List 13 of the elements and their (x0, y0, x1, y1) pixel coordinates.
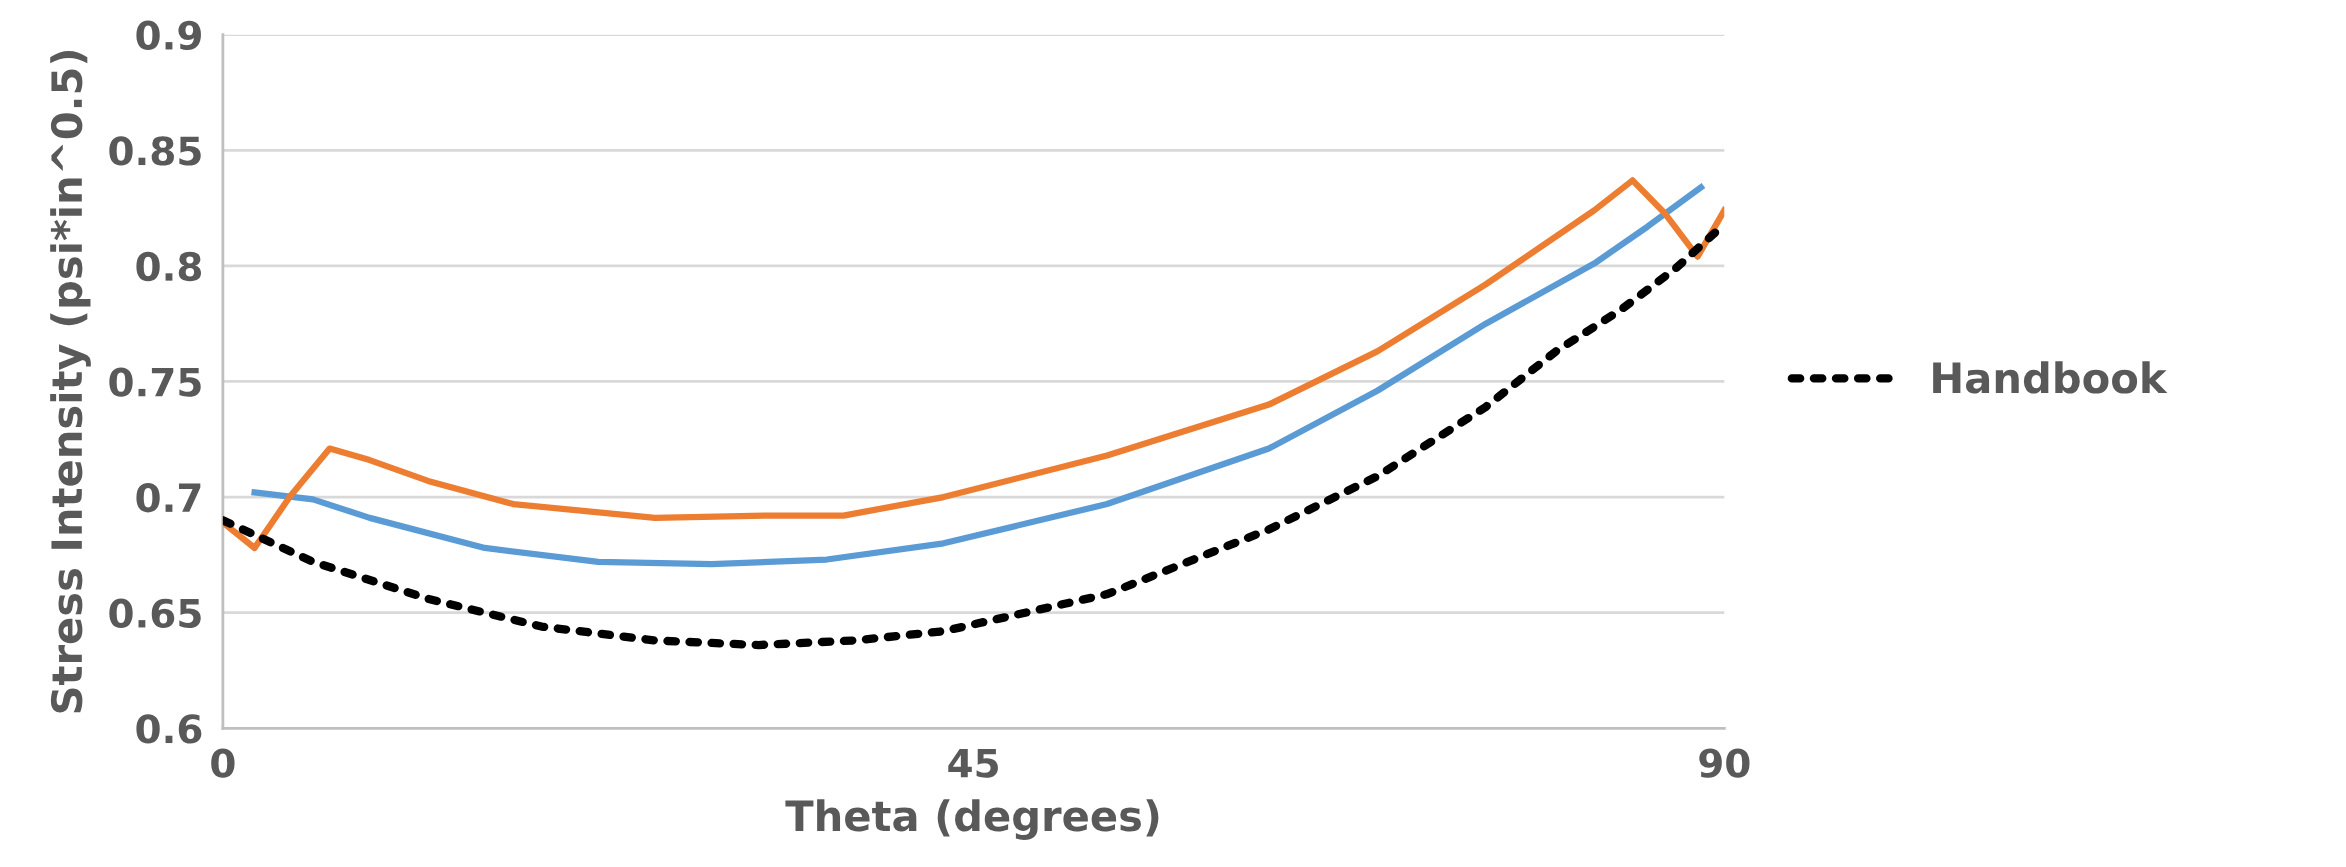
x-tick-label: 90 (1699, 748, 1750, 778)
y-tick-label: 0.8 (136, 251, 202, 282)
x-tick-label: 45 (948, 748, 998, 778)
y-tick-label: 0.9 (136, 20, 201, 51)
y-tick-label: 0.6 (136, 714, 202, 744)
y-tick-label: 0.7 (136, 482, 201, 513)
y-tick-label: 0.85 (109, 136, 201, 166)
legend-label: Handbook (1933, 361, 2168, 394)
x-axis-title: Theta (degrees) (785, 799, 1159, 840)
x-tick-label: 0 (211, 748, 235, 778)
y-tick-label: 0.65 (109, 598, 201, 629)
y-tick-label: 0.75 (109, 367, 201, 397)
y-axis-title: Stress Intensity (psi*in^0.5) (50, 51, 91, 713)
